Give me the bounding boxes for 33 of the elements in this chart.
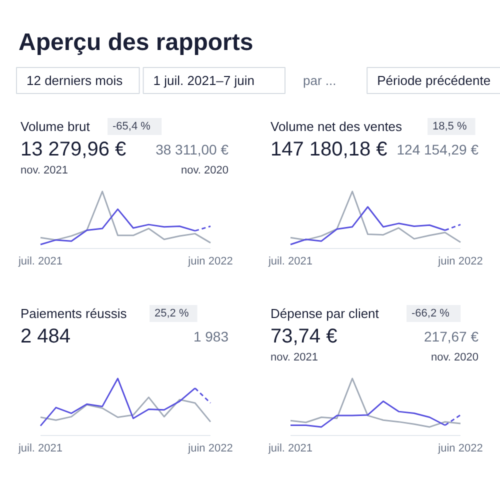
x-tick-label: juin 2022 [187, 442, 233, 454]
chart-title: Paiements réussis [20, 306, 128, 321]
text: 1 juil. 2021–7 juin [153, 73, 255, 88]
text: 2 484 [20, 326, 71, 348]
text: 124 154,29 € [396, 142, 479, 158]
text: 12 derniers mois [26, 73, 124, 88]
x-tick-label: juin 2022 [437, 256, 483, 268]
text: 18,5 % [432, 120, 467, 132]
text: 217,67 € [424, 328, 479, 344]
text: 147 180,18 € [270, 138, 388, 160]
x-tick-label: juil. 2021 [17, 256, 63, 268]
text: 73,74 € [270, 326, 338, 348]
x-tick-label: juil. 2021 [267, 442, 313, 454]
text: nov. 2021 [270, 352, 318, 364]
x-tick-label: juil. 2021 [17, 442, 63, 454]
x-tick-label: juin 2022 [187, 256, 233, 268]
text: Aperçu des rapports [18, 29, 254, 56]
chart-title: Dépense par client [270, 306, 380, 321]
text: nov. 2020 [431, 352, 479, 364]
text: nov. 2020 [181, 164, 229, 176]
chart-title: Volume brut [20, 119, 90, 134]
text: 13 279,96 € [20, 138, 126, 160]
text: nov. 2021 [20, 164, 68, 176]
text: 38 311,00 € [156, 142, 229, 158]
text: -66,2 % [412, 308, 450, 320]
text: 25,2 % [154, 308, 189, 320]
text: Période précédente [377, 73, 491, 88]
text: par ... [303, 73, 336, 88]
text: -65,4 % [112, 120, 151, 132]
text: 1 983 [193, 328, 229, 344]
x-tick-label: juin 2022 [437, 442, 483, 454]
chart-title: Volume net des ventes [270, 119, 403, 134]
x-tick-label: juil. 2021 [267, 256, 313, 268]
